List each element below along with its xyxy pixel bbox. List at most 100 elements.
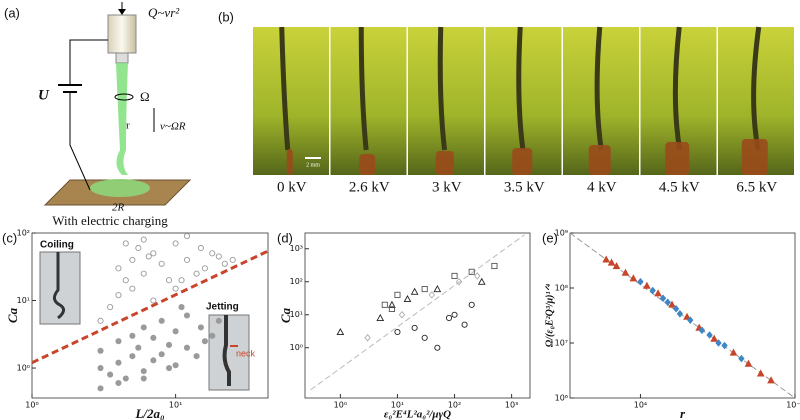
point [158,351,165,358]
point [602,255,611,263]
y-tick-label: 10¹ [290,310,303,319]
photo-coil [588,145,611,175]
point [115,338,122,345]
y-axis-label: Ca [5,307,20,323]
point [197,324,204,331]
point [394,291,401,298]
y-tick-label: 10² [17,229,30,238]
point [229,256,236,263]
inset-jet [53,252,65,320]
fit-line [310,234,525,391]
x-tick-label: 10⁰ [334,401,347,410]
point [115,379,122,387]
panel-label: (a) [4,5,20,20]
point [115,292,122,299]
point [115,265,122,272]
point [140,270,147,277]
point [140,375,147,382]
point [451,272,458,279]
photo-jet [279,26,291,151]
point [672,304,680,313]
y-tick-label: 10³ [290,244,303,253]
point [215,317,222,324]
point [215,253,222,260]
point [451,311,458,318]
inset-label: Jetting [206,302,239,313]
point [428,291,436,299]
photo-frame [330,27,407,175]
radius-label: r [126,120,130,132]
point [468,301,475,308]
point [629,274,638,282]
point [209,332,216,339]
point [687,316,694,324]
point [140,368,147,375]
point [129,353,136,360]
y-axis-label: Ca [278,307,293,323]
x-tick-label: 10³ [505,401,518,410]
point [664,298,671,307]
point [394,328,401,336]
point [381,301,388,308]
photo-strip: 0 kV 2.6 kV 3 kV 3.5 kV 4 kV 4.5 kV 6.5 kV 2 mm [253,26,794,195]
point [612,262,621,270]
point [676,309,684,318]
photo-coil [435,151,454,175]
point [756,369,765,377]
y-tick-label: 10⁷ [555,339,568,348]
point [97,364,104,372]
point [140,236,147,243]
photo-coil [741,139,768,175]
x-tick-label: 10⁴ [634,401,647,410]
point [129,332,136,339]
point [172,240,179,247]
x-axis-label: r [680,406,686,420]
point [336,327,345,336]
point [715,339,722,347]
rotation [114,93,134,101]
point [729,348,738,356]
point [201,265,208,272]
point [183,344,191,351]
x-axis-label: L/2a₀ [134,406,164,420]
point [122,240,129,247]
photo-jet [672,26,683,151]
inset-jet [222,315,231,386]
frame-label: 2.6 kV [349,179,390,195]
photo-coil [286,149,293,175]
point [129,285,136,292]
photo-jet [358,26,369,151]
point [135,344,142,351]
point [97,385,104,392]
wire [69,92,91,191]
y-tick-label: 10² [290,277,303,286]
plot-frame [569,232,796,399]
point [209,250,216,257]
point [172,362,179,369]
photo-coil [359,154,376,175]
frame-label: 0 kV [277,179,307,195]
point [621,268,630,276]
y-tick-label: 10⁰ [290,343,303,352]
point [115,359,122,366]
scale-label: 2 mm [306,162,320,168]
point [165,277,173,284]
point [183,233,191,240]
photo-frame [408,27,484,175]
point [165,341,173,348]
omega-label: Ω [140,89,150,104]
point [649,286,656,295]
point [178,277,185,284]
point [197,244,204,252]
frame-label: 4.5 kV [659,179,700,195]
point [183,312,191,319]
point [461,321,468,328]
point [421,286,428,293]
point [107,371,114,378]
point [201,338,208,345]
point [659,294,667,303]
point [183,256,191,263]
panel-label: (b) [218,9,234,24]
point [398,310,406,319]
point [698,326,706,335]
